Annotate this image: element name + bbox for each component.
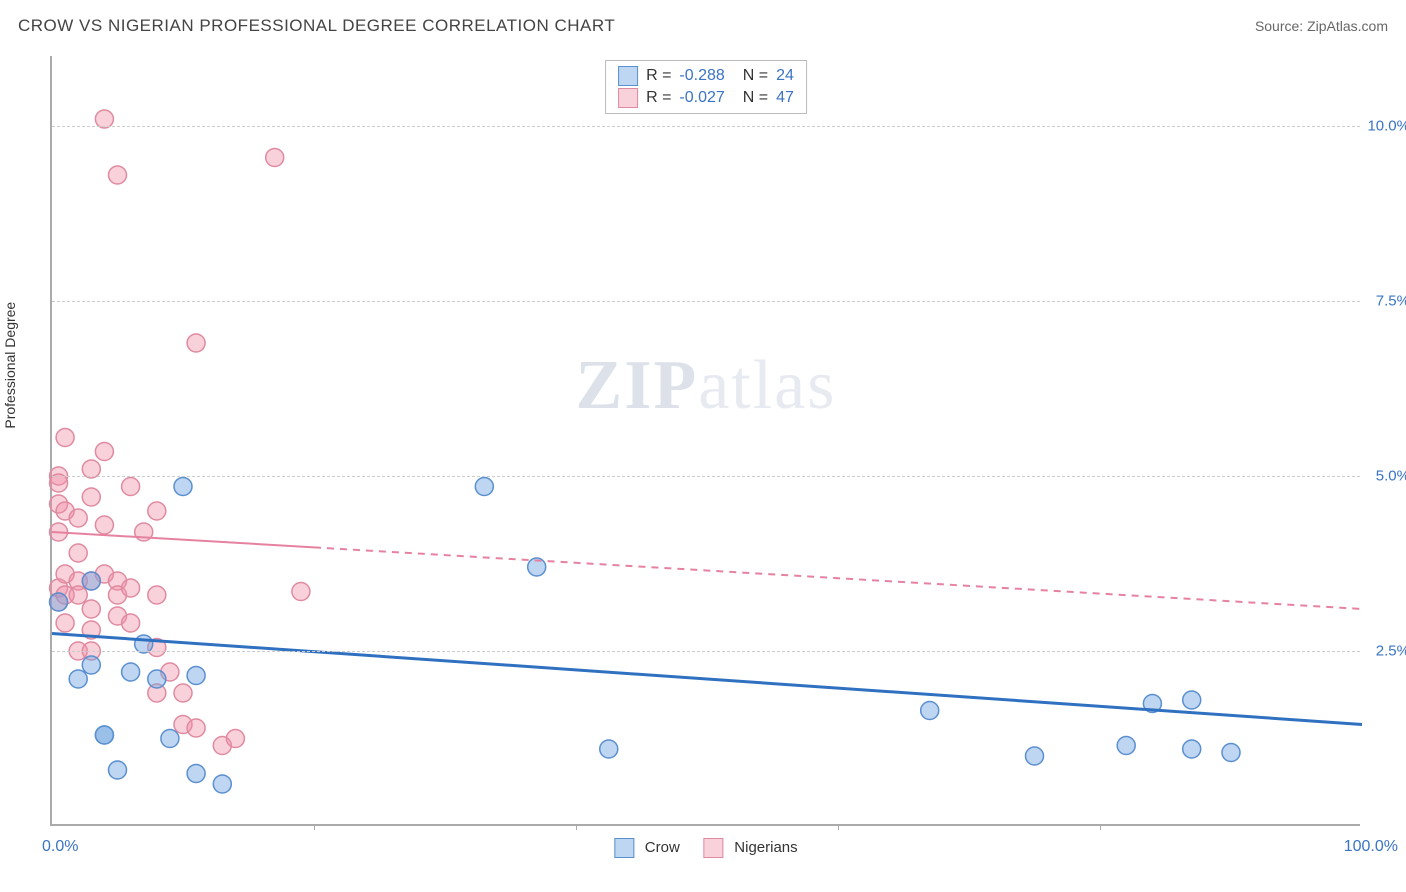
r-label: R = — [646, 89, 671, 107]
x-tick-mark — [1100, 824, 1101, 830]
data-point-blue — [1026, 747, 1044, 765]
data-point-blue — [122, 663, 140, 681]
data-point-blue — [1183, 740, 1201, 758]
data-point-blue — [148, 670, 166, 688]
n-value-pink: 47 — [776, 89, 794, 107]
data-point-blue — [95, 726, 113, 744]
x-tick-mark — [838, 824, 839, 830]
data-point-pink — [69, 586, 87, 604]
data-point-blue — [1117, 737, 1135, 755]
swatch-blue-icon — [618, 66, 638, 86]
legend-item-pink: Nigerians — [704, 838, 798, 858]
legend-label-blue: Crow — [645, 839, 680, 856]
y-tick-label: 5.0% — [1364, 468, 1406, 485]
data-point-pink — [226, 730, 244, 748]
data-point-pink — [148, 586, 166, 604]
data-point-blue — [1183, 691, 1201, 709]
n-value-blue: 24 — [776, 67, 794, 85]
plot-area: ZIPatlas R = -0.288 N = 24 R = -0.027 N … — [50, 56, 1360, 826]
data-point-pink — [82, 488, 100, 506]
trend-line — [52, 532, 314, 547]
trend-line — [314, 547, 1362, 609]
data-point-pink — [69, 509, 87, 527]
data-point-pink — [148, 502, 166, 520]
data-point-pink — [122, 579, 140, 597]
data-point-blue — [1222, 744, 1240, 762]
data-point-blue — [187, 765, 205, 783]
data-point-pink — [122, 614, 140, 632]
data-point-pink — [187, 719, 205, 737]
gridline — [52, 301, 1360, 302]
x-tick-mark — [576, 824, 577, 830]
data-point-pink — [56, 614, 74, 632]
data-point-blue — [475, 478, 493, 496]
data-point-blue — [109, 761, 127, 779]
data-point-blue — [161, 730, 179, 748]
data-point-pink — [82, 600, 100, 618]
r-value-pink: -0.027 — [679, 89, 724, 107]
y-tick-label: 2.5% — [1364, 643, 1406, 660]
y-axis-label: Professional Degree — [2, 302, 18, 429]
legend-label-pink: Nigerians — [734, 839, 797, 856]
gridline — [52, 126, 1360, 127]
data-point-blue — [213, 775, 231, 793]
y-tick-label: 7.5% — [1364, 293, 1406, 310]
data-point-blue — [50, 593, 68, 611]
data-point-pink — [187, 334, 205, 352]
data-point-blue — [921, 702, 939, 720]
n-label: N = — [743, 89, 768, 107]
series-legend: Crow Nigerians — [614, 838, 797, 858]
stats-legend: R = -0.288 N = 24 R = -0.027 N = 47 — [605, 60, 807, 114]
data-point-pink — [95, 516, 113, 534]
data-point-blue — [69, 670, 87, 688]
data-point-pink — [109, 166, 127, 184]
data-point-pink — [266, 149, 284, 167]
swatch-pink-icon — [618, 88, 638, 108]
data-point-pink — [95, 443, 113, 461]
swatch-blue-icon — [614, 838, 634, 858]
data-point-blue — [82, 572, 100, 590]
gridline — [52, 476, 1360, 477]
chart-svg — [52, 56, 1360, 824]
stats-row-pink: R = -0.027 N = 47 — [618, 87, 794, 109]
data-point-blue — [187, 667, 205, 685]
trend-line — [52, 634, 1362, 725]
r-value-blue: -0.288 — [679, 67, 724, 85]
chart-header: CROW VS NIGERIAN PROFESSIONAL DEGREE COR… — [18, 16, 1388, 36]
x-tick-mark — [314, 824, 315, 830]
data-point-pink — [69, 544, 87, 562]
data-point-pink — [174, 684, 192, 702]
y-tick-label: 10.0% — [1364, 118, 1406, 135]
chart-source: Source: ZipAtlas.com — [1255, 18, 1388, 34]
chart-title: CROW VS NIGERIAN PROFESSIONAL DEGREE COR… — [18, 16, 615, 36]
swatch-pink-icon — [704, 838, 724, 858]
n-label: N = — [743, 67, 768, 85]
legend-item-blue: Crow — [614, 838, 679, 858]
data-point-blue — [82, 656, 100, 674]
data-point-blue — [174, 478, 192, 496]
chart-container: CROW VS NIGERIAN PROFESSIONAL DEGREE COR… — [0, 0, 1406, 892]
x-axis-min-label: 0.0% — [42, 838, 78, 856]
data-point-pink — [56, 429, 74, 447]
x-axis-max-label: 100.0% — [1344, 838, 1398, 856]
data-point-pink — [122, 478, 140, 496]
data-point-blue — [600, 740, 618, 758]
r-label: R = — [646, 67, 671, 85]
stats-row-blue: R = -0.288 N = 24 — [618, 65, 794, 87]
gridline — [52, 651, 1360, 652]
data-point-pink — [292, 583, 310, 601]
